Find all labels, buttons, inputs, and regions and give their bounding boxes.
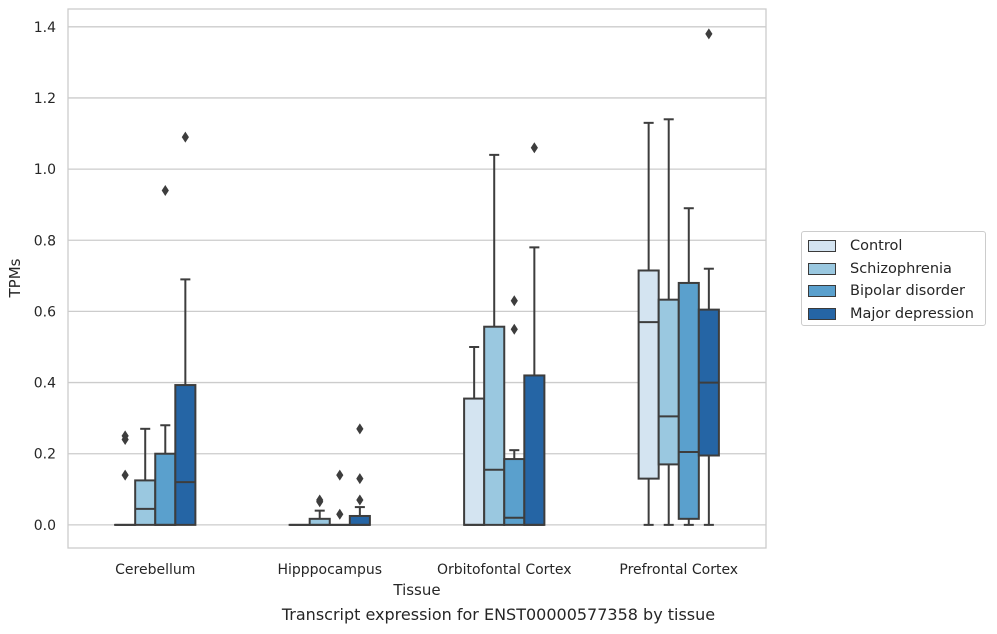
box-schizophrenia: [308, 494, 331, 526]
x-axis-title: Tissue: [392, 581, 440, 599]
box-body: [523, 374, 546, 526]
box-major-depression: [348, 423, 371, 526]
legend-item-major-depression: Major depression: [808, 303, 985, 326]
y-tick-label: 0.8: [34, 233, 56, 249]
legend: Control Schizophrenia Bipolar disorder M…: [801, 231, 986, 326]
box-body: [134, 479, 157, 526]
box-schizophrenia: [657, 118, 680, 526]
box-body: [154, 452, 177, 526]
y-tick-label: 1.4: [34, 20, 56, 36]
box-major-depression: [174, 131, 197, 526]
outlier-point: [530, 142, 538, 154]
chart-caption: Transcript expression for ENST0000057735…: [281, 605, 716, 624]
x-tick-label: Orbitofontal Cortex: [437, 562, 572, 578]
x-tick-label: Hipppocampus: [277, 562, 382, 578]
outlier-point: [510, 295, 518, 307]
outlier-point: [181, 131, 189, 143]
y-tick-label: 0.0: [34, 518, 56, 534]
legend-label-schizophrenia: Schizophrenia: [850, 260, 952, 277]
outlier-point: [336, 508, 344, 520]
y-tick-label: 0.2: [34, 447, 56, 463]
outlier-point: [336, 469, 344, 481]
outlier-point: [705, 28, 713, 40]
x-tick-label: Prefrontal Cortex: [619, 562, 738, 578]
box-plot-series: [114, 28, 720, 526]
outlier-point: [121, 430, 129, 442]
box-body: [463, 397, 486, 526]
legend-swatch-major-depression: [808, 307, 836, 320]
x-tick-label: Cerebellum: [115, 562, 195, 578]
legend-item-schizophrenia: Schizophrenia: [808, 258, 985, 281]
legend-label-control: Control: [850, 238, 903, 255]
outlier-point: [161, 184, 169, 196]
y-tick-label: 1.0: [34, 162, 56, 178]
y-tick-label: 1.2: [34, 91, 56, 107]
box-major-depression: [697, 28, 720, 526]
box-bipolar-disorder: [503, 295, 526, 526]
legend-swatch-bipolar-disorder: [808, 285, 836, 298]
box-body: [503, 458, 526, 526]
box-schizophrenia: [483, 153, 506, 526]
box-major-depression: [523, 142, 546, 526]
box-bipolar-disorder: [677, 207, 700, 526]
box-control: [637, 121, 660, 526]
legend-label-bipolar-disorder: Bipolar disorder: [850, 283, 965, 300]
box-body: [174, 384, 197, 526]
y-tick-labels: 0.0 0.2 0.4 0.6 0.8 1.0 1.2 1.4: [34, 20, 56, 534]
legend-swatch-control: [808, 240, 836, 253]
legend-item-control: Control: [808, 235, 985, 258]
y-axis-title: TPMs: [6, 258, 24, 298]
box-schizophrenia: [134, 427, 157, 526]
y-tick-label: 0.4: [34, 376, 56, 392]
x-tick-labels: Cerebellum Hipppocampus Orbitofontal Corte…: [115, 562, 738, 578]
box-control: [463, 345, 486, 526]
outlier-point: [356, 423, 364, 435]
outlier-point: [356, 494, 364, 506]
box-body: [657, 298, 680, 466]
y-tick-label: 0.6: [34, 304, 56, 320]
box-body: [677, 281, 700, 520]
box-bipolar-disorder: [328, 469, 351, 526]
outlier-point: [510, 323, 518, 335]
box-bipolar-disorder: [154, 184, 177, 526]
outlier-point: [121, 469, 129, 481]
plot-frame: [67, 8, 767, 549]
box-body: [348, 514, 371, 526]
box-control: [114, 430, 137, 526]
box-body: [637, 269, 660, 480]
legend-item-bipolar-disorder: Bipolar disorder: [808, 280, 985, 303]
outlier-point: [316, 494, 324, 506]
outlier-point: [356, 473, 364, 485]
legend-label-major-depression: Major depression: [850, 305, 974, 322]
box-body: [483, 325, 506, 526]
legend-swatch-schizophrenia: [808, 262, 836, 275]
